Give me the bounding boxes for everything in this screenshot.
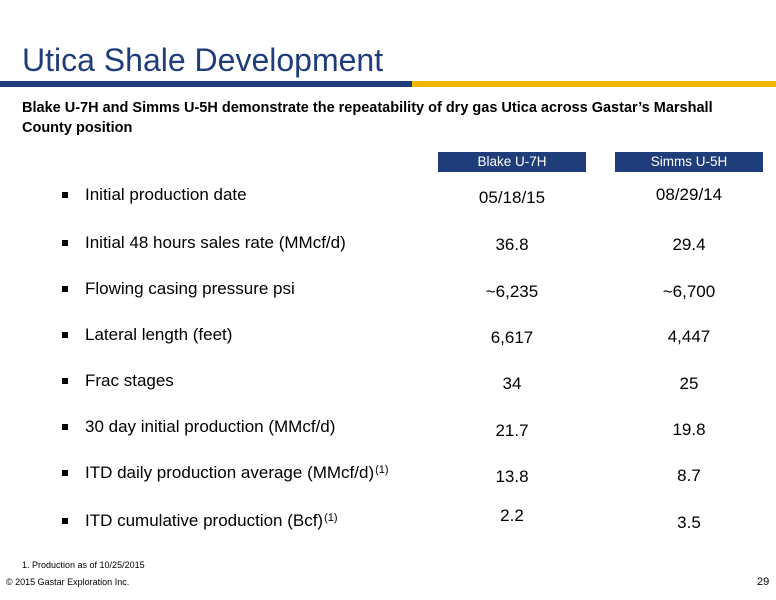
footnote-marker: (1): [324, 512, 338, 524]
bullet-icon: [62, 332, 68, 338]
bullet-icon: [62, 240, 68, 246]
column-header-simms: Simms U-5H: [615, 152, 763, 172]
simms-value: 19.8: [672, 420, 706, 439]
footnote-marker: (1): [375, 464, 389, 476]
blake-value: 05/18/15: [478, 188, 546, 207]
blake-value: 2.2: [500, 506, 524, 525]
bullet-icon: [62, 286, 68, 292]
blake-value: 34: [502, 374, 522, 393]
blake-value: ~6,235: [485, 282, 539, 301]
blake-value: 21.7: [495, 421, 529, 440]
row-label-text: Initial production date: [85, 185, 247, 204]
simms-value: 8.7: [677, 466, 701, 485]
title-underline-blue: [0, 81, 412, 87]
bullet-icon: [62, 378, 68, 384]
footnote: 1. Production as of 10/25/2015: [22, 560, 145, 570]
title-underline-gold: [412, 81, 776, 87]
page-number: 29: [757, 576, 770, 588]
row-label-text: Flowing casing pressure psi: [85, 279, 295, 298]
blake-value: 36.8: [495, 235, 529, 254]
row-label-text: ITD daily production average (MMcf/d): [85, 463, 375, 482]
row-label-text: 30 day initial production (MMcf/d): [85, 417, 336, 436]
simms-value: 3.5: [677, 513, 701, 532]
copyright: © 2015 Gastar Exploration Inc.: [6, 577, 130, 587]
bullet-icon: [62, 470, 68, 476]
simms-value: 4,447: [667, 327, 711, 346]
bullet-icon: [62, 192, 68, 198]
blake-value: 6,617: [490, 328, 534, 347]
bullet-icon: [62, 424, 68, 430]
page-title: Utica Shale Development: [22, 42, 384, 78]
row-label-text: Frac stages: [85, 371, 174, 390]
simms-value: 29.4: [672, 235, 706, 254]
subtitle: Blake U-7H and Simms U-5H demonstrate th…: [22, 100, 713, 136]
simms-value: ~6,700: [662, 282, 716, 301]
row-label-text: Lateral length (feet): [85, 325, 233, 344]
simms-value: 08/29/14: [655, 185, 723, 204]
blake-value: 13.8: [495, 467, 529, 486]
bullet-icon: [62, 518, 68, 524]
row-label-text: ITD cumulative production (Bcf): [85, 511, 324, 530]
column-header-blake: Blake U-7H: [438, 152, 586, 172]
simms-value: 25: [679, 374, 699, 393]
row-label-text: Initial 48 hours sales rate (MMcf/d): [85, 233, 346, 252]
